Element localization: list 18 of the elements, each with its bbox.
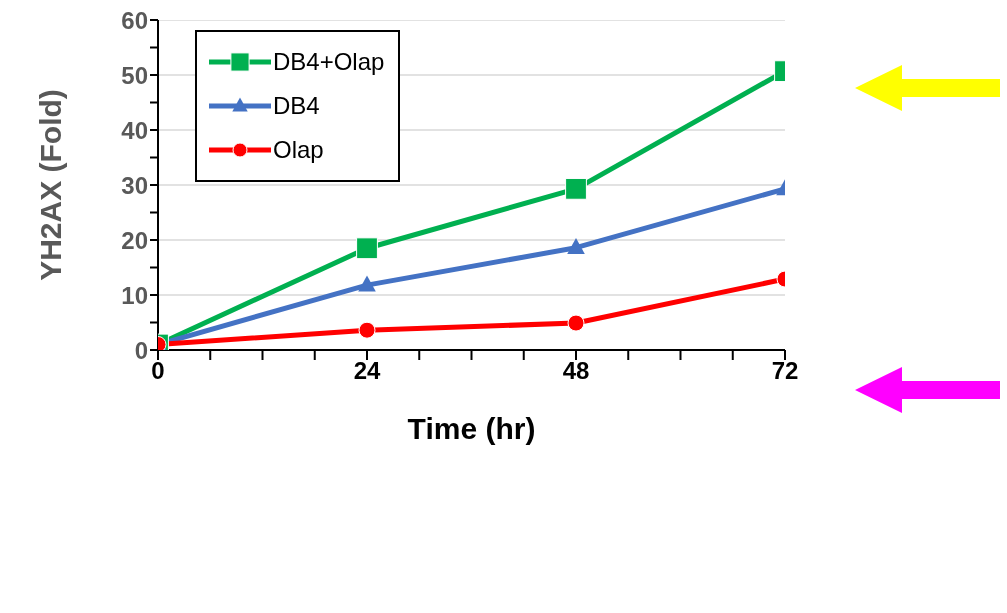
x-tick-label: 0 (151, 357, 165, 385)
y-tick-label: 10 (121, 281, 148, 309)
x-tick-label: 24 (353, 357, 381, 385)
y-tick-label: 40 (121, 116, 148, 144)
y-tick-label: 50 (121, 61, 148, 89)
legend-label: Olap (273, 136, 324, 164)
y-tick-label: 20 (121, 226, 148, 254)
y-tick-label: 30 (121, 171, 148, 199)
y-tick-label: 60 (121, 6, 148, 34)
point (567, 238, 585, 255)
y-axis-title: YH2AX (Fold) (33, 89, 67, 281)
x-tick-label: 72 (771, 357, 799, 385)
y-tick-label: 0 (134, 336, 148, 364)
x-axis-title: Time (hr) (407, 412, 536, 445)
x-tick-label: 48 (562, 357, 590, 385)
legend-label: DB4 (273, 92, 320, 120)
point (358, 275, 376, 292)
legend-label: DB4+Olap (273, 48, 385, 76)
